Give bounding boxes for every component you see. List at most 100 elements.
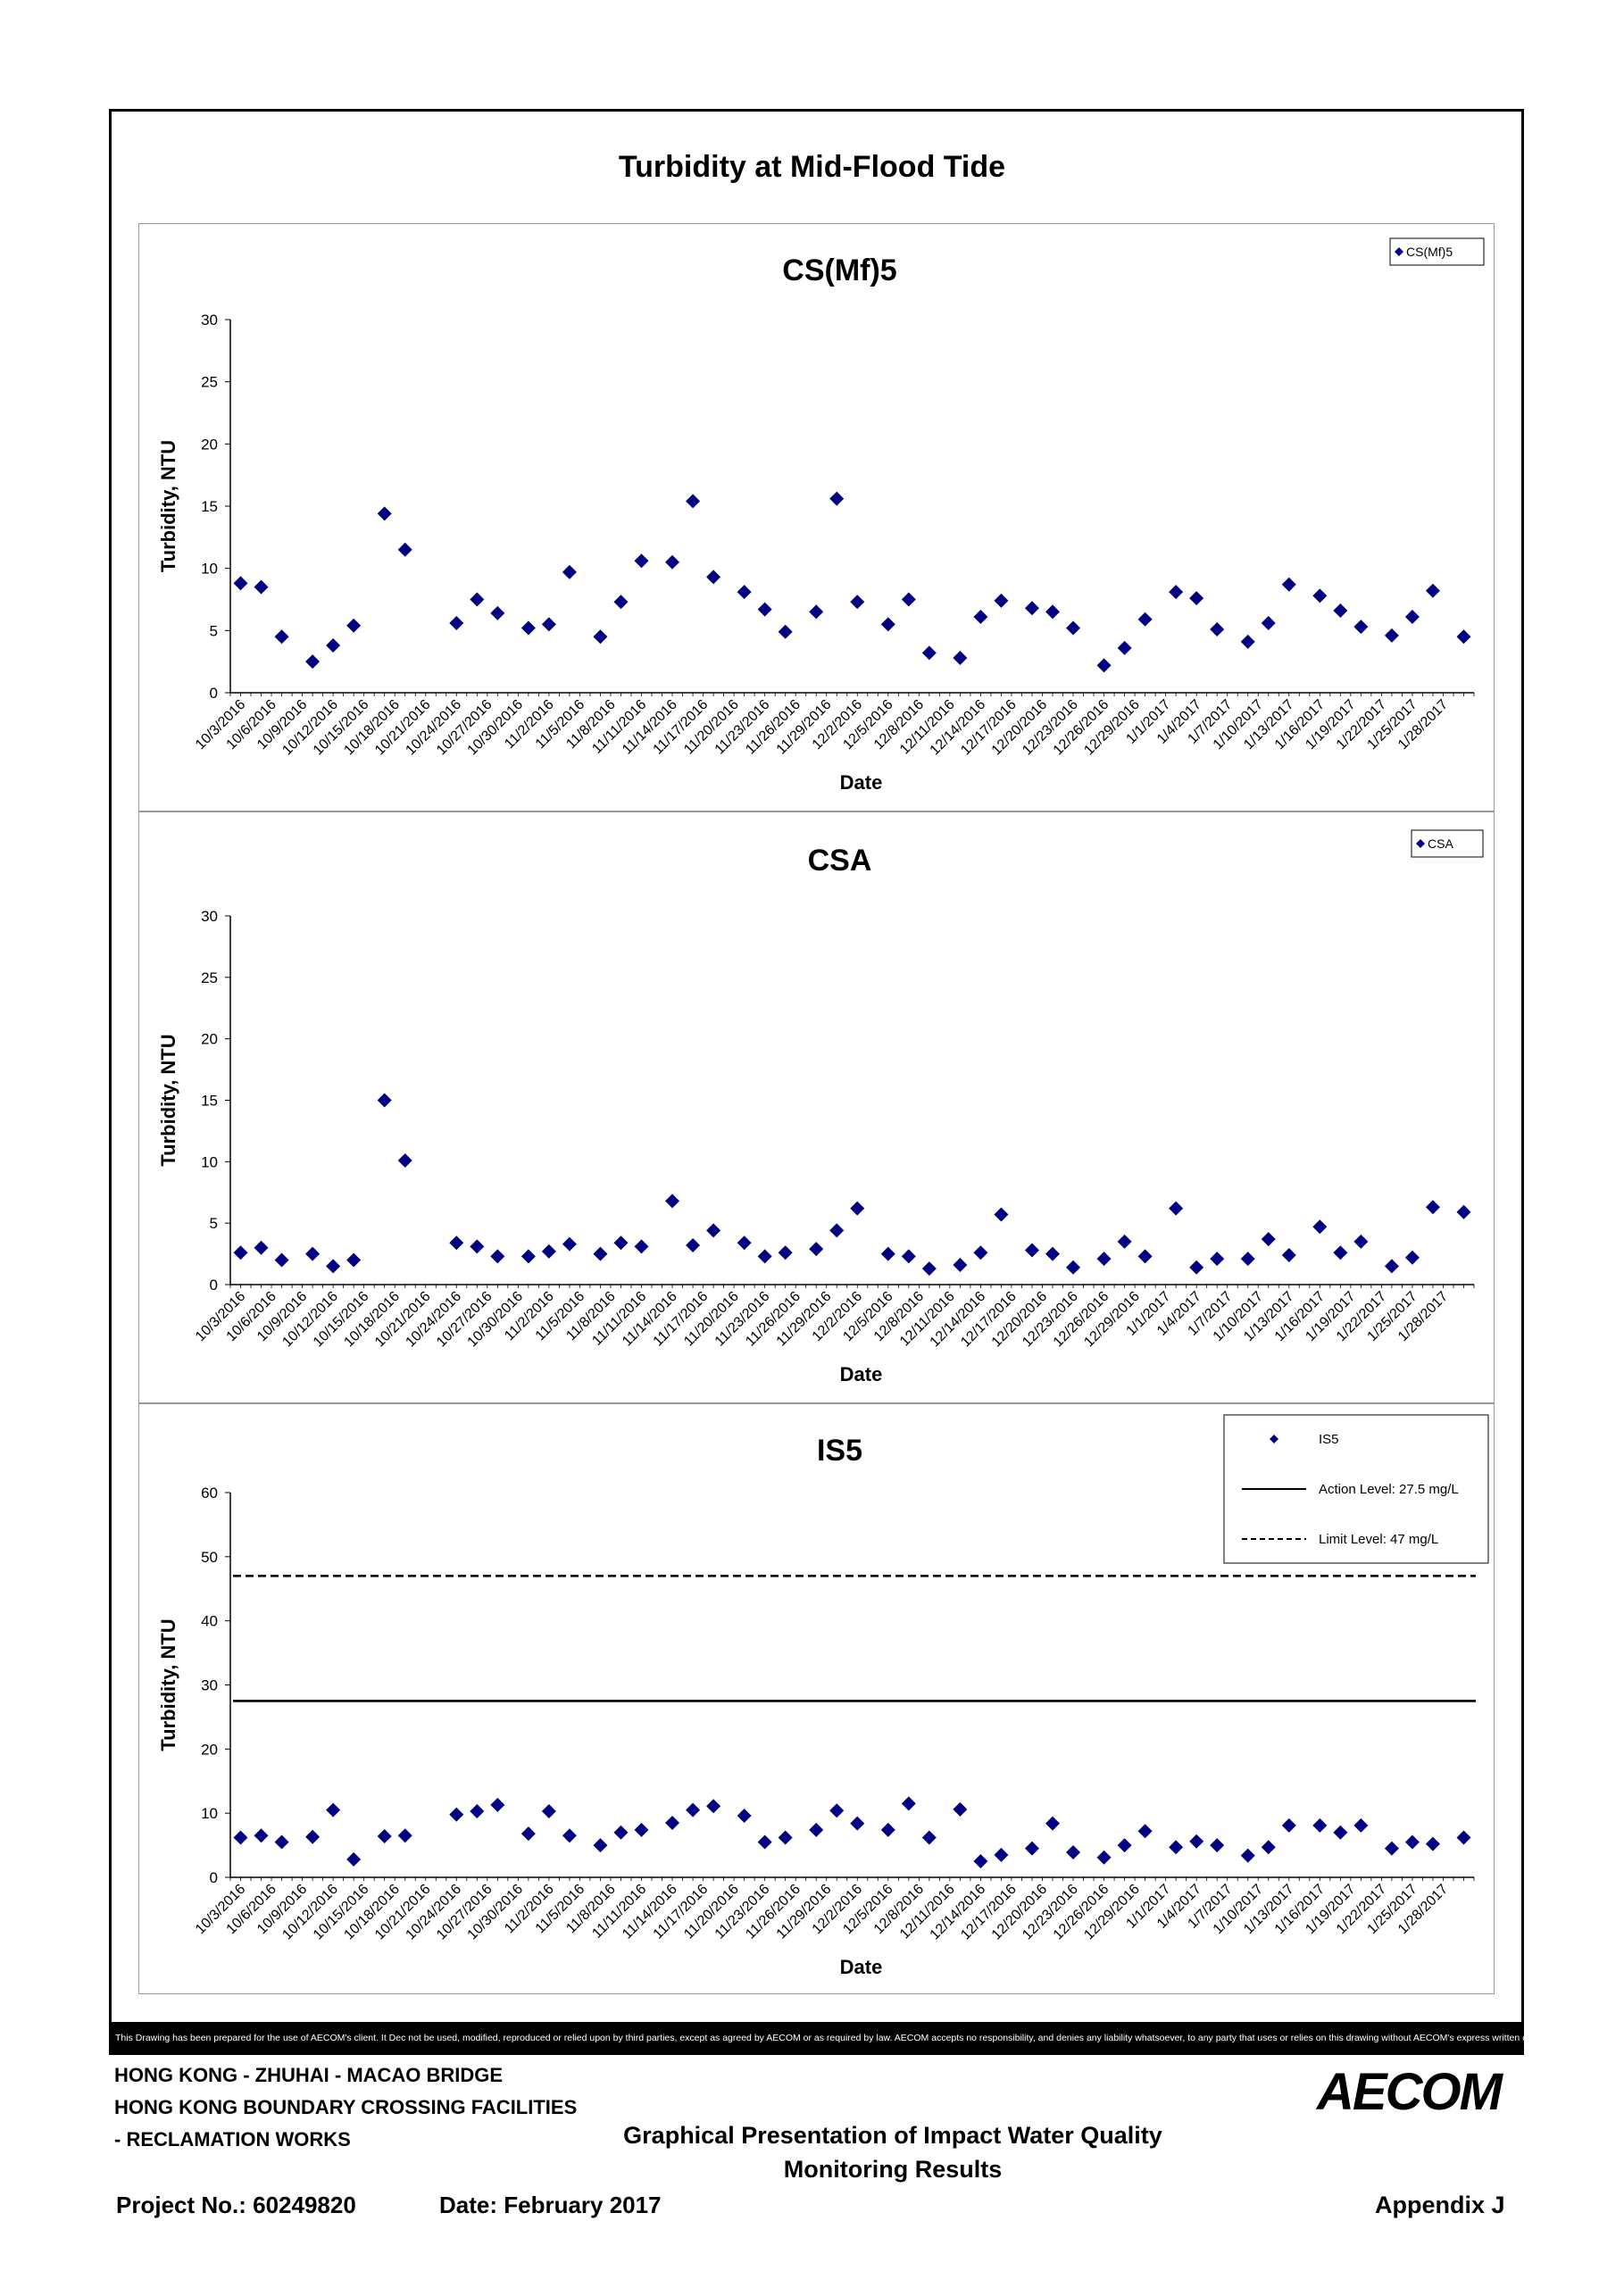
data-point <box>490 1249 505 1264</box>
data-point <box>305 1246 321 1261</box>
page-title: Turbidity at Mid-Flood Tide <box>618 150 1006 184</box>
data-point <box>346 618 362 633</box>
legend-label: IS5 <box>1319 1432 1339 1447</box>
data-point <box>665 1815 680 1830</box>
data-point <box>449 1235 464 1251</box>
data-point <box>737 1809 752 1824</box>
data-point <box>737 1235 752 1251</box>
chart-panel-is5: IS5 0 10 20 30 40 50 60 10/3/2016 10/6/2016 10/9/2… <box>138 1403 1495 1994</box>
data-point <box>880 1246 895 1261</box>
data-point <box>1333 1825 1348 1840</box>
data-point <box>850 1816 865 1831</box>
x-axis-label: Date <box>840 1956 883 1978</box>
data-point <box>521 1826 536 1842</box>
data-point <box>994 1207 1009 1222</box>
footer-date: Date: February 2017 <box>439 2192 662 2218</box>
data-point <box>470 1804 485 1819</box>
data-point <box>1117 640 1132 655</box>
data-point <box>778 1245 793 1260</box>
data-point <box>1096 658 1112 673</box>
legend-label: Action Level: 27.5 mg/L <box>1319 1482 1459 1497</box>
data-point <box>254 1828 269 1843</box>
data-point <box>346 1252 362 1268</box>
data-point <box>613 1825 629 1840</box>
y-tick-label: 30 <box>201 908 218 925</box>
y-axis-label: Turbidity, NTU <box>157 440 179 572</box>
chart-svg: CSA05101520253010/3/201610/6/201610/9/20… <box>157 829 1484 1385</box>
data-point <box>1456 629 1471 645</box>
data-point <box>593 1246 608 1261</box>
data-point <box>850 1201 865 1216</box>
data-point <box>737 585 752 600</box>
data-point <box>377 506 392 521</box>
data-point <box>901 592 916 607</box>
data-point <box>613 595 629 610</box>
data-point <box>1137 1249 1153 1264</box>
data-point <box>921 1261 937 1277</box>
data-point <box>953 650 968 665</box>
data-point <box>1261 1840 1276 1855</box>
data-point <box>706 1799 721 1814</box>
data-point <box>1333 1245 1348 1260</box>
data-point <box>1066 1260 1081 1275</box>
data-point <box>1189 1260 1204 1275</box>
data-point <box>880 617 895 632</box>
footer-appendix: Appendix J <box>1375 2192 1505 2218</box>
data-point <box>305 654 321 670</box>
y-tick-label: 10 <box>201 1153 218 1170</box>
data-point <box>1169 1840 1184 1855</box>
data-point <box>562 1828 577 1843</box>
chart-title: CSA <box>808 844 872 878</box>
data-point <box>880 1822 895 1837</box>
legend: CS(Mf)5 <box>1389 237 1485 266</box>
data-point <box>953 1801 968 1817</box>
y-tick-label: 15 <box>201 1093 218 1110</box>
y-tick-label: 30 <box>201 1677 218 1694</box>
data-point <box>274 1252 289 1268</box>
y-tick-label: 5 <box>210 622 218 639</box>
data-point <box>757 602 772 617</box>
data-point <box>562 1236 577 1252</box>
data-point <box>1384 628 1399 643</box>
data-point <box>233 1245 248 1260</box>
legend-marker <box>1416 839 1425 848</box>
y-tick-label: 30 <box>201 312 218 329</box>
footer-project-number: Project No.: 60249820 <box>116 2192 356 2218</box>
y-tick-label: 10 <box>201 561 218 578</box>
data-point <box>1425 583 1440 598</box>
data-point <box>634 1822 649 1837</box>
data-point <box>686 494 701 509</box>
footer-drawing-subtitle: Monitoring Results <box>783 2156 1003 2183</box>
data-point <box>686 1802 701 1818</box>
legend: IS5 Action Level: 27.5 mg/L Limit Level: 4… <box>1223 1414 1489 1564</box>
data-point <box>1312 588 1328 603</box>
data-point <box>1210 621 1225 636</box>
y-tick-label: 25 <box>201 969 218 986</box>
data-point <box>1066 1844 1081 1859</box>
data-point <box>521 620 536 636</box>
data-point <box>1312 1818 1328 1833</box>
data-point <box>1210 1838 1225 1853</box>
footer-project-line1: HONG KONG - ZHUHAI - MACAO BRIDGE <box>114 2064 504 2086</box>
y-tick-label: 25 <box>201 374 218 391</box>
data-point <box>757 1834 772 1850</box>
data-point <box>470 1239 485 1254</box>
legend-label: Limit Level: 47 mg/L <box>1319 1532 1438 1547</box>
y-tick-label: 0 <box>210 685 218 702</box>
aecom-logo: AECOM <box>1317 2063 1503 2121</box>
data-point <box>562 564 577 579</box>
y-tick-label: 20 <box>201 436 218 453</box>
data-point <box>346 1851 362 1867</box>
y-tick-label: 40 <box>201 1613 218 1630</box>
data-point <box>1066 620 1081 636</box>
data-point <box>1024 601 1039 616</box>
data-point <box>1189 591 1204 606</box>
y-axis-label: Turbidity, NTU <box>157 1618 179 1751</box>
x-axis-label: Date <box>840 771 883 794</box>
data-point <box>1210 1252 1225 1267</box>
data-point <box>1117 1234 1132 1249</box>
legend-marker <box>1270 1435 1278 1443</box>
data-point <box>305 1829 321 1844</box>
x-axis-label: Date <box>840 1363 883 1385</box>
y-tick-label: 50 <box>201 1549 218 1566</box>
